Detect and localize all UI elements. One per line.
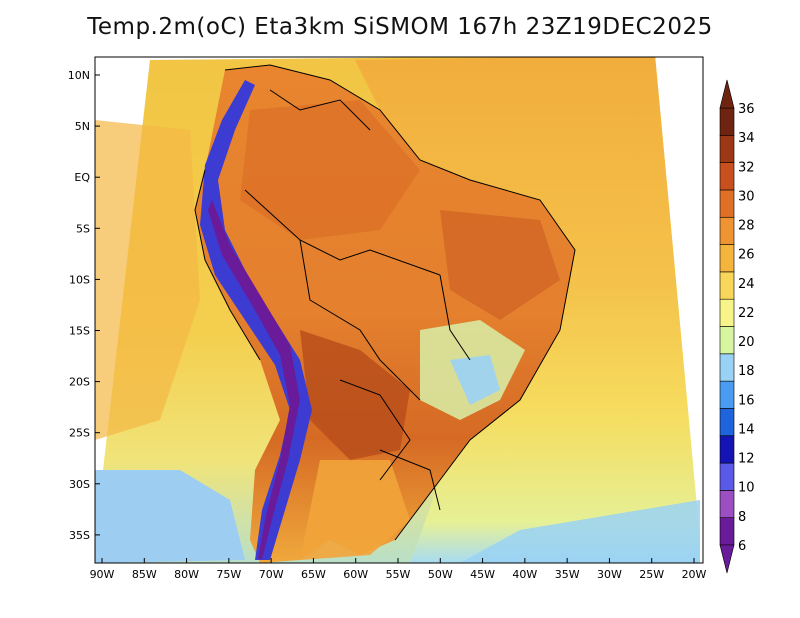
colorbar-label: 36	[738, 102, 755, 117]
amazon-warm-zone	[240, 100, 420, 240]
lon-label: 90W	[90, 568, 115, 581]
lat-label: EQ	[74, 171, 90, 184]
colorbar-segment	[719, 462, 735, 491]
central-hot-zone	[300, 330, 410, 460]
colorbar-segment	[719, 435, 735, 464]
southeast-cool-spots	[450, 355, 500, 405]
colorbar-segment	[719, 162, 735, 191]
colorbar-bottom-arrow	[719, 544, 735, 574]
pacific-cool-zone	[95, 470, 245, 563]
colorbar-segment	[719, 135, 735, 163]
colorbar-segment	[719, 271, 735, 300]
lat-label: 20S	[69, 376, 90, 389]
andes-peaks	[208, 200, 300, 560]
lat-label: 5N	[75, 120, 90, 133]
map-title: Temp.2m(oC) Eta3km SiSMOM 167h 23Z19DEC2…	[87, 14, 713, 40]
northeast-warm-zone	[440, 210, 560, 320]
map-frame	[94, 56, 704, 564]
colorbar-label: 12	[738, 452, 755, 467]
lon-label: 80W	[174, 568, 199, 581]
lon-label: 45W	[470, 568, 495, 581]
colorbar-label: 14	[738, 422, 755, 437]
colorbar-segment	[719, 380, 735, 409]
lon-label: 25W	[639, 568, 664, 581]
colorbar-label: 26	[738, 248, 755, 263]
lon-label: 40W	[512, 568, 537, 581]
colorbar-top-arrow	[719, 79, 735, 109]
lon-label: 75W	[216, 568, 241, 581]
colorbar-segment	[719, 107, 735, 136]
colorbar-segment	[719, 353, 735, 382]
colorbar-label: 20	[738, 335, 755, 350]
colorbar-segment	[719, 490, 735, 518]
colorbar-label: 6	[738, 539, 746, 554]
lon-label: 60W	[343, 568, 368, 581]
lon-label: 35W	[555, 568, 580, 581]
colorbar-label: 30	[738, 189, 755, 204]
colorbar-label: 8	[738, 510, 746, 525]
lat-label: 25S	[69, 427, 90, 440]
colorbar-label: 24	[738, 277, 755, 292]
lat-label: 10N	[68, 69, 90, 82]
colorbar-label: 32	[738, 160, 755, 175]
southern-cone-mild	[300, 460, 410, 560]
lon-label: 20W	[682, 568, 707, 581]
lon-label: 50W	[428, 568, 453, 581]
atlantic-cool-zone	[460, 500, 700, 563]
lon-label: 70W	[259, 568, 284, 581]
colorbar-label: 18	[738, 364, 755, 379]
atlantic-ocean	[355, 57, 700, 563]
longitude-axis: 90W 85W 80W 75W 70W 65W 60W 55W 50W 45W 40W 35W 30W 2…	[90, 558, 707, 581]
country-borders	[194, 64, 576, 541]
colorbar-segment	[719, 216, 735, 245]
lat-label: 15S	[69, 325, 90, 338]
colorbar-segment	[719, 189, 735, 218]
lat-label: 35S	[69, 529, 90, 542]
colorbar-segment	[719, 326, 735, 355]
colorbar-segment	[719, 517, 735, 546]
lat-label: 5S	[76, 222, 90, 235]
colorbar-segment	[719, 408, 735, 437]
lon-label: 30W	[597, 568, 622, 581]
colorbar-label: 22	[738, 306, 755, 321]
lat-label: 10S	[69, 273, 90, 286]
colorbar-segment	[719, 244, 735, 273]
lon-label: 65W	[301, 568, 326, 581]
latitude-axis: 10N 5N EQ 5S 10S 15S 20S 25S 30S 35S	[68, 69, 100, 542]
colorbar-label: 10	[738, 481, 755, 496]
lon-label: 55W	[386, 568, 411, 581]
lat-label: 30S	[69, 478, 90, 491]
pacific-band	[95, 120, 200, 440]
lon-label: 85W	[132, 568, 157, 581]
colorbar: 6 8 10 12 14 16 18 20 22 24 26 28 30 32 34 36	[719, 79, 755, 574]
colorbar-label: 28	[738, 219, 755, 234]
colorbar-segment	[719, 298, 735, 327]
colorbar-label: 16	[738, 393, 755, 408]
colorbar-label: 34	[738, 131, 755, 146]
